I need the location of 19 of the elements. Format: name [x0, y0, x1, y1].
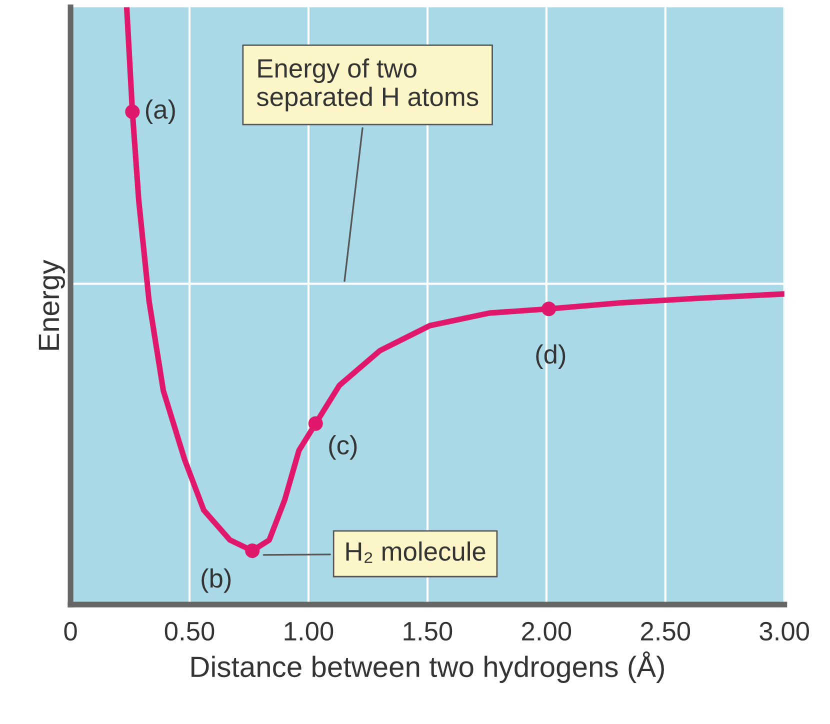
- x-tick-label: 1.50: [404, 622, 452, 641]
- point: [245, 544, 260, 558]
- x-axis-title: Distance between two hydrogens (Å): [192, 651, 664, 683]
- point: [308, 416, 323, 431]
- point: [125, 104, 140, 120]
- annotation: (b): [202, 568, 231, 593]
- point: [542, 302, 556, 316]
- y-axis-title: Energy: [38, 260, 65, 350]
- annotation: (d): [536, 344, 566, 369]
- x-tick-label: 3.00: [760, 622, 809, 641]
- x-tick-label: 1.00: [284, 622, 334, 641]
- annotation: H₂ molecule: [346, 541, 486, 563]
- annotation: (a): [146, 99, 175, 124]
- x-tick-label: 0.50: [164, 622, 214, 641]
- x-tick-label: 2.00: [522, 622, 572, 641]
- annotation: (c): [329, 435, 357, 460]
- x-tick-label: 2.50: [641, 622, 690, 641]
- x-tick-label: 0: [64, 622, 77, 641]
- annotation: Energy of two separated H atoms: [256, 58, 478, 112]
